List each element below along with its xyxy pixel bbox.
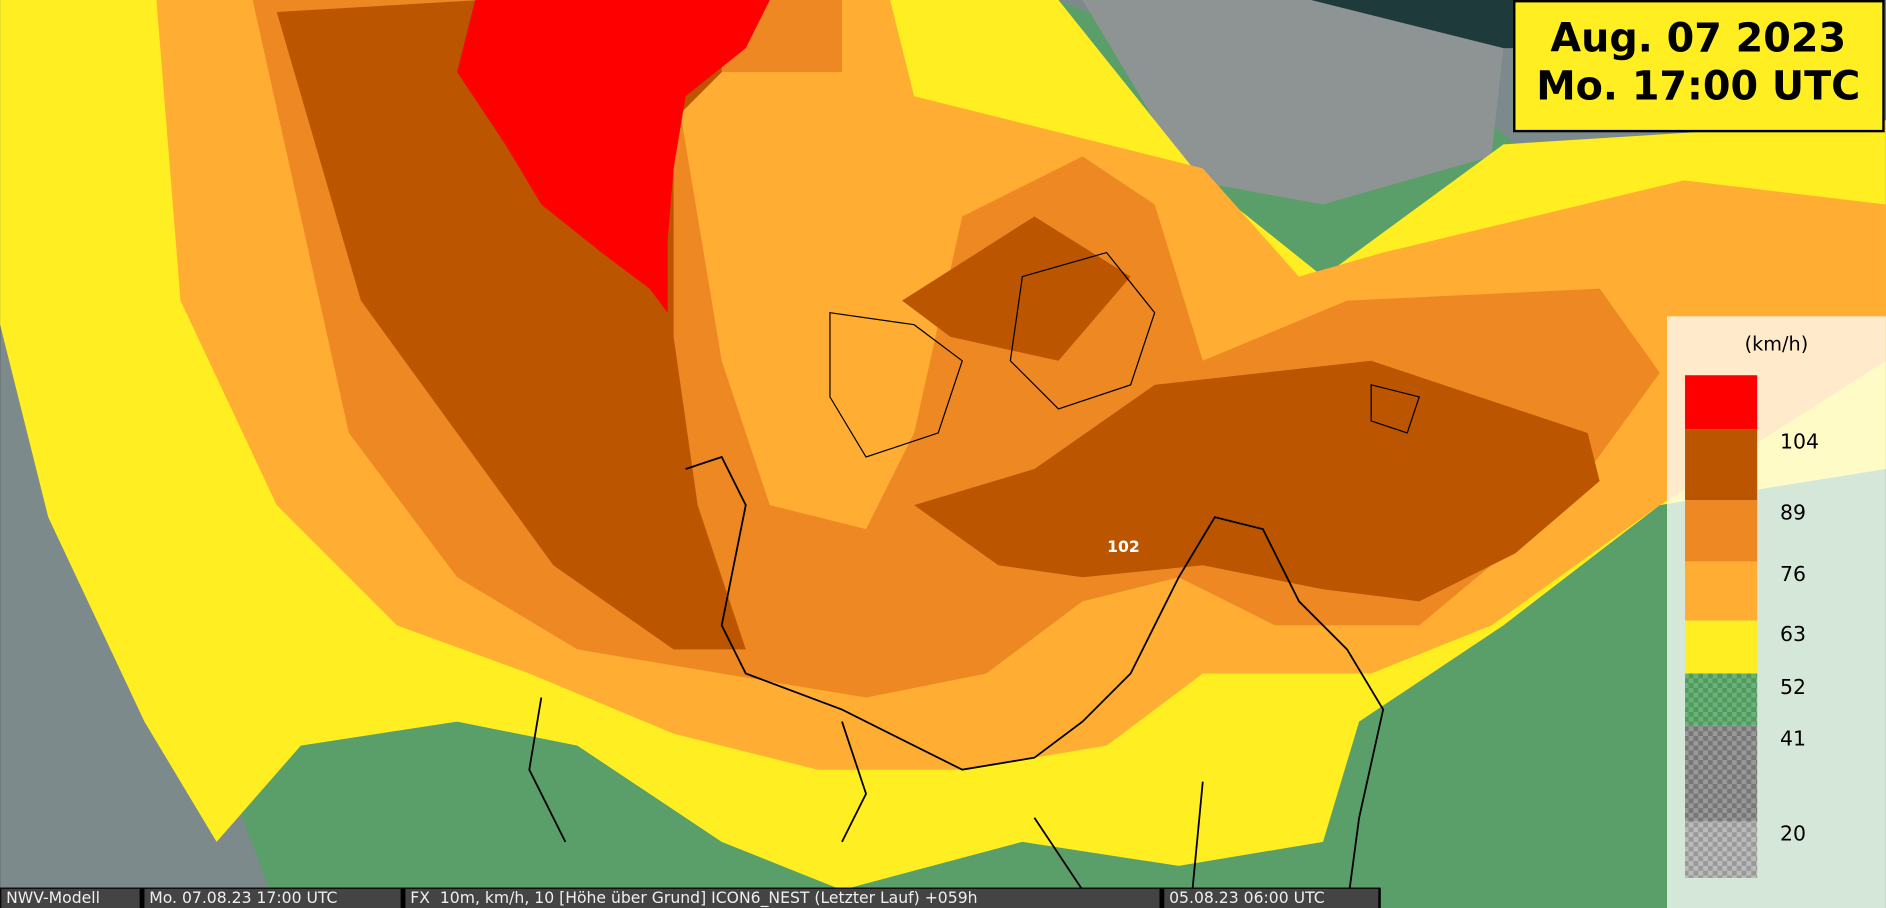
legend-unit: (km/h) (1745, 333, 1809, 356)
legend-swatch (1685, 500, 1758, 562)
time-line: Mo. 17:00 UTC (1536, 63, 1860, 109)
legend-label: 52 (1780, 675, 1806, 699)
legend-label: 89 (1780, 501, 1806, 525)
map-value-label: 102 (1107, 537, 1140, 556)
legend-swatch (1685, 375, 1758, 430)
footer-text: FX 10m, km/h, 10 [Höhe über Grund] ICON6… (410, 888, 977, 908)
footer-cell (1164, 888, 1379, 908)
date-box: Aug. 07 2023 Mo. 17:00 UTC (1513, 0, 1885, 133)
zone-red (457, 0, 770, 313)
legend: (km/h) 104 89 76 63 52 41 20 (1666, 316, 1886, 908)
legend-swatch (1685, 725, 1758, 822)
sea (1311, 0, 1516, 49)
legend-label: 104 (1780, 430, 1819, 454)
legend-swatch (1685, 429, 1758, 501)
footer-cell (144, 888, 401, 908)
footer: NWV-Modell Mo. 07.08.23 17:00 UTC FX 10m… (0, 887, 1381, 908)
legend-label: 76 (1780, 562, 1806, 586)
date-box-bg (1513, 0, 1885, 133)
legend-label: 41 (1780, 727, 1806, 751)
footer-cell (405, 888, 1160, 908)
legend-swatch (1685, 620, 1758, 674)
footer-text: NWV-Modell (6, 888, 100, 907)
zone-grey (1082, 0, 1504, 205)
legend-label: 20 (1780, 822, 1806, 846)
date-line: Aug. 07 2023 (1550, 15, 1846, 61)
footer-text: Mo. 07.08.23 17:00 UTC (149, 888, 337, 907)
legend-swatch (1685, 561, 1758, 621)
footer-text: 05.08.23 06:00 UTC (1169, 888, 1325, 907)
legend-swatch (1685, 821, 1758, 878)
legend-label: 63 (1780, 622, 1806, 646)
borders (528, 455, 1385, 908)
footer-cell (1, 888, 140, 908)
coastlines (829, 251, 1421, 458)
legend-swatch (1685, 673, 1758, 726)
